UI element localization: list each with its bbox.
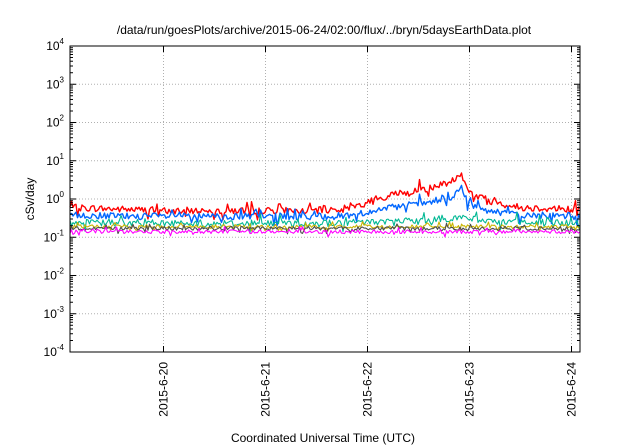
x-tick-label: 2015-6-23 [463, 362, 477, 417]
x-tick-label: 2015-6-21 [259, 362, 273, 417]
y-tick-label: 104 [46, 37, 64, 53]
y-tick-label: 102 [46, 114, 64, 130]
y-tick-label: 101 [46, 152, 64, 168]
x-tick-label: 2015-6-20 [157, 362, 171, 417]
y-axis: 10-4 10-3 10-2 10-1 100 101 102 103 104 [44, 37, 580, 359]
series-line-3 [69, 211, 581, 234]
x-axis: 2015-6-20 2015-6-21 2015-6-22 2015-6-23 2015… [157, 46, 579, 417]
x-tick-label: 2015-6-22 [361, 362, 375, 417]
series-line-2 [69, 184, 581, 227]
series-line-5 [69, 222, 581, 235]
series-line-1 [69, 172, 581, 221]
series-line-6 [69, 226, 581, 238]
y-tick-label: 100 [46, 190, 64, 206]
y-axis-label: cSv/day [23, 178, 37, 221]
y-tick-label: 10-4 [44, 343, 65, 359]
y-tick-label: 10-3 [44, 305, 65, 321]
y-tick-label: 103 [46, 75, 64, 91]
x-tick-label: 2015-6-24 [565, 362, 579, 417]
series-line-4 [69, 221, 581, 233]
chart-title: /data/run/goesPlots/archive/2015-06-24/0… [117, 23, 532, 37]
series-group [69, 172, 581, 238]
x-axis-label: Coordinated Universal Time (UTC) [231, 431, 415, 445]
y-tick-label: 10-2 [44, 267, 65, 283]
y-tick-label: 10-1 [44, 228, 65, 244]
